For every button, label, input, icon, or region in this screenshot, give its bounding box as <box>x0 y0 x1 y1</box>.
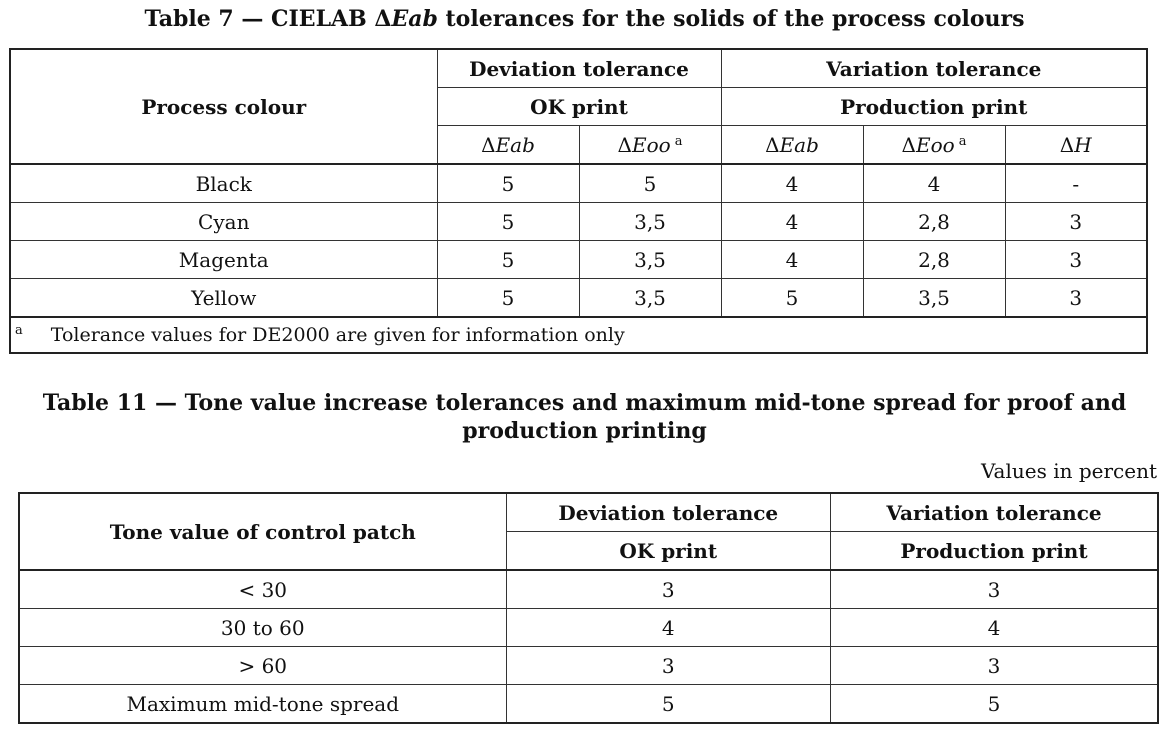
cell-prod-eab: 4 <box>720 240 864 279</box>
table-row: Yellow 5 3,5 5 3,5 3 <box>9 278 1148 318</box>
table7-header-process-colour: Process colour <box>9 48 438 165</box>
table7-header-ok-print: OK print <box>436 87 722 126</box>
cell-ok: 3 <box>505 646 831 685</box>
table-row: Magenta 5 3,5 4 2,8 3 <box>9 240 1148 279</box>
table11-header-variation: Variation tolerance <box>829 492 1159 532</box>
table7-header-prod-eab: ΔEab <box>720 125 864 165</box>
cell-tone: > 60 <box>18 646 507 685</box>
table11: Tone value of control patch Deviation to… <box>18 492 1159 724</box>
footnote-text: Tolerance values for DE2000 are given fo… <box>50 324 625 346</box>
table-row: Cyan 5 3,5 4 2,8 3 <box>9 202 1148 241</box>
cell-prod-eoo: 2,8 <box>862 202 1006 241</box>
cell-colour: Yellow <box>9 278 438 318</box>
table7-footnote: a Tolerance values for DE2000 are given f… <box>9 316 1148 354</box>
cell-prod-eoo: 4 <box>862 163 1006 203</box>
cell-ok-eoo: 3,5 <box>578 240 722 279</box>
eab-label: Eab <box>779 132 819 157</box>
cell-prod-eab: 4 <box>720 163 864 203</box>
cell-ok-eoo: 3,5 <box>578 202 722 241</box>
cell-prod-h: 3 <box>1004 278 1148 318</box>
footnote-marker: a <box>958 133 967 149</box>
cell-ok-eab: 5 <box>436 278 580 318</box>
table7-caption-italic: Eab <box>391 6 438 32</box>
delta-symbol: Δ <box>481 132 496 157</box>
table7-caption-suffix: tolerances for the solids of the process… <box>437 6 1025 32</box>
cell-prod: 3 <box>829 569 1159 609</box>
cell-tone: 30 to 60 <box>18 608 507 647</box>
cell-prod-eoo: 3,5 <box>862 278 1006 318</box>
table-row: Maximum mid-tone spread 5 5 <box>18 684 1159 724</box>
cell-ok-eab: 5 <box>436 163 580 203</box>
cell-ok: 3 <box>505 569 831 609</box>
table7-header-variation: Variation tolerance <box>720 48 1148 88</box>
table11-header-ok-print: OK print <box>505 531 831 571</box>
delta-symbol: Δ <box>901 132 916 157</box>
cell-prod-h: 3 <box>1004 202 1148 241</box>
table7-header-prod-h: ΔH <box>1004 125 1148 165</box>
table11-header-deviation: Deviation tolerance <box>505 492 831 532</box>
table7-header-deviation: Deviation tolerance <box>436 48 722 88</box>
cell-prod-eab: 5 <box>720 278 864 318</box>
table11-caption: Table 11 — Tone value increase tolerance… <box>0 389 1169 445</box>
cell-prod: 5 <box>829 684 1159 724</box>
table-row: Black 5 5 4 4 - <box>9 163 1148 203</box>
h-label: H <box>1074 132 1092 157</box>
cell-ok: 5 <box>505 684 831 724</box>
cell-ok: 4 <box>505 608 831 647</box>
cell-ok-eab: 5 <box>436 202 580 241</box>
table11-header-tone-value: Tone value of control patch <box>18 492 507 571</box>
cell-colour: Cyan <box>9 202 438 241</box>
cell-tone: Maximum mid-tone spread <box>18 684 507 724</box>
cell-prod-eoo: 2,8 <box>862 240 1006 279</box>
cell-ok-eoo: 3,5 <box>578 278 722 318</box>
eoo-label: Eoo <box>916 132 955 157</box>
footnote-marker: a <box>15 323 23 338</box>
cell-prod-h: - <box>1004 163 1148 203</box>
delta-symbol: Δ <box>617 132 632 157</box>
table11-caption-line1: Table 11 — Tone value increase tolerance… <box>42 390 1127 416</box>
eoo-label: Eoo <box>632 132 671 157</box>
table7-footnote-row: a Tolerance values for DE2000 are given f… <box>9 316 1148 354</box>
cell-prod-eab: 4 <box>720 202 864 241</box>
eab-label: Eab <box>495 132 535 157</box>
unit-note: Values in percent <box>980 459 1157 483</box>
cell-prod: 4 <box>829 608 1159 647</box>
table7: Process colour Deviation tolerance Varia… <box>9 48 1148 354</box>
table7-header-ok-eab: ΔEab <box>436 125 580 165</box>
cell-ok-eab: 5 <box>436 240 580 279</box>
table7-caption-prefix: Table 7 — CIELAB Δ <box>144 6 392 32</box>
cell-prod: 3 <box>829 646 1159 685</box>
delta-symbol: Δ <box>765 132 780 157</box>
cell-colour: Magenta <box>9 240 438 279</box>
cell-ok-eoo: 5 <box>578 163 722 203</box>
table7-header-ok-eoo: ΔEoo a <box>578 125 722 165</box>
table-row: > 60 3 3 <box>18 646 1159 685</box>
table11-header-production-print: Production print <box>829 531 1159 571</box>
table11-caption-line2: production printing <box>462 418 707 444</box>
cell-colour: Black <box>9 163 438 203</box>
delta-symbol: Δ <box>1059 132 1075 157</box>
table7-header-prod-eoo: ΔEoo a <box>862 125 1006 165</box>
cell-tone: < 30 <box>18 569 507 609</box>
table7-caption: Table 7 — CIELAB ΔEab tolerances for the… <box>0 5 1169 33</box>
table-row: < 30 3 3 <box>18 569 1159 609</box>
table7-header-production-print: Production print <box>720 87 1148 126</box>
table-row: 30 to 60 4 4 <box>18 608 1159 647</box>
cell-prod-h: 3 <box>1004 240 1148 279</box>
footnote-marker: a <box>674 133 683 149</box>
